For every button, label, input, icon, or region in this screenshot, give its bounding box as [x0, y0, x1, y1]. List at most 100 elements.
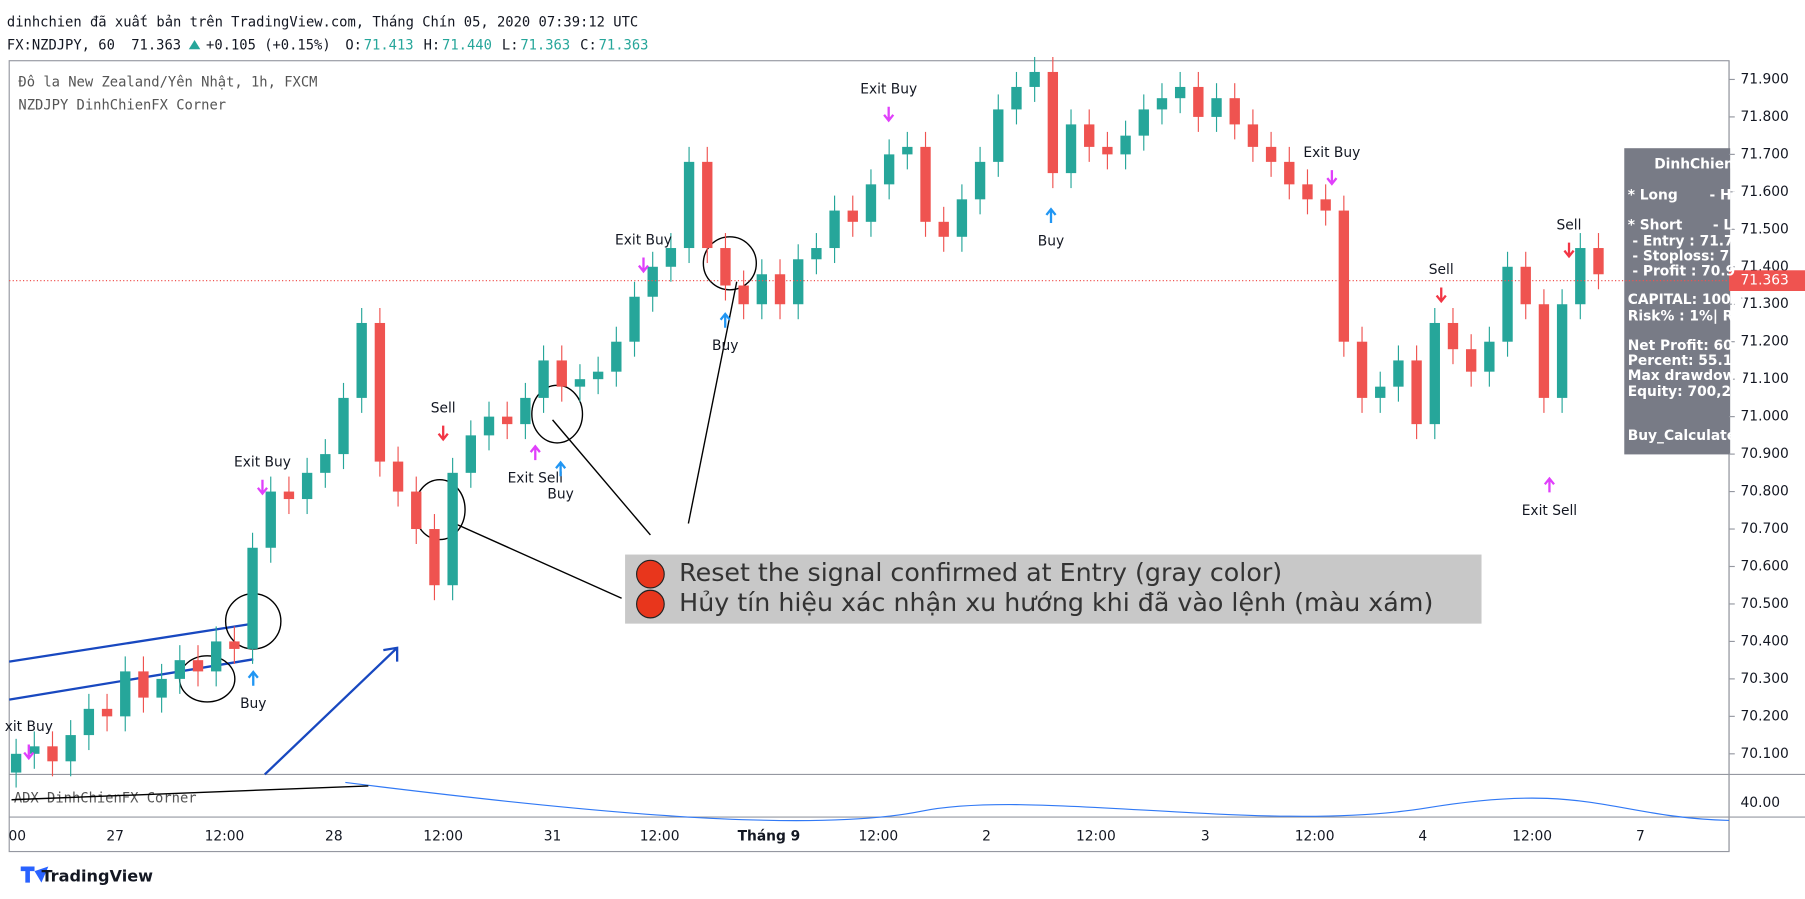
x-tick-label: 12:00 [205, 829, 245, 845]
c-label: C: [580, 38, 597, 54]
candle-body [1029, 71, 1040, 87]
candle-body [592, 371, 604, 380]
candle-body [1447, 322, 1459, 350]
candle-body [1011, 86, 1022, 110]
candle-body [392, 461, 404, 492]
x-tick-label: 12:00 [423, 829, 463, 845]
signal-label: Buy [1038, 233, 1064, 249]
x-tick-label: 12:00 [1512, 829, 1552, 845]
candle-body [1320, 199, 1331, 211]
x-tick-label: 7 [1636, 829, 1645, 845]
candle-body [702, 161, 713, 249]
candle-body [1375, 386, 1386, 398]
info-text: Risk% : 1%| Ris [1628, 308, 1747, 324]
candle-body [1538, 304, 1550, 398]
y-tick-label: 70.500 [1741, 596, 1789, 612]
signal-arrow [529, 444, 541, 461]
candle-body [1138, 109, 1149, 136]
x-tick-label: 2 [982, 829, 991, 845]
info-text: * Long [1628, 187, 1678, 203]
candle-body [101, 708, 113, 717]
x-tick-label: 3 [1201, 829, 1210, 845]
x-tick-label: 4 [1418, 829, 1427, 845]
candle-body [556, 360, 567, 387]
candle-body [283, 491, 295, 500]
y-tick-label: 71.200 [1741, 334, 1789, 350]
signal-arrow [256, 479, 268, 496]
candle-body [1429, 322, 1440, 425]
signal-label: Sell [431, 400, 456, 416]
up-icon [188, 39, 201, 50]
legend-symbol: Đô la New Zealand/Yên Nhật, 1h, FXCM [18, 75, 317, 91]
footer: TradingView [41, 866, 153, 885]
logo [20, 866, 49, 883]
signal-arrow [555, 460, 567, 477]
candle-body [811, 248, 822, 260]
candle-body [574, 379, 586, 387]
y-tick-label: 71.100 [1741, 371, 1789, 387]
candle-body [938, 221, 949, 237]
x-tick-label: 31 [544, 829, 562, 845]
candle-body [483, 416, 495, 436]
y-tick-label: 70.300 [1741, 671, 1789, 687]
candle-body [156, 678, 167, 698]
candle-body [447, 472, 458, 586]
candle-body [829, 210, 840, 249]
candle-body [1556, 304, 1568, 398]
candle-body [320, 454, 331, 473]
signal-label: Exit Buy [1303, 145, 1360, 161]
candle-body [1411, 360, 1422, 425]
note-box [625, 554, 1482, 624]
symbol: FX:NZDJPY, 60 [7, 38, 115, 54]
signal-arrow [23, 744, 35, 761]
y-tick-label: 70.600 [1741, 558, 1789, 574]
h-label: H: [424, 38, 441, 54]
y-tick-label: 71.700 [1741, 146, 1789, 162]
candle-body [756, 274, 768, 305]
candle-body [1502, 266, 1513, 342]
y-tick-label: 70.900 [1741, 446, 1789, 462]
signal-arrow [1543, 476, 1555, 493]
l-label: L: [502, 38, 519, 54]
candle-body [665, 248, 677, 267]
y-tick-label: 70.200 [1741, 708, 1789, 724]
y-tick-label: 70.800 [1741, 484, 1789, 500]
candle-body [120, 671, 131, 717]
o: 71.413 [364, 38, 414, 54]
candle-body [1102, 146, 1113, 155]
signal-label: xit Buy [5, 719, 53, 735]
info-text: - Stoploss: 71. [1632, 248, 1744, 264]
signal-arrow [1045, 207, 1057, 224]
candle-body [956, 199, 968, 237]
candle-body [974, 161, 986, 200]
x-tick-label: 12:00 [1076, 829, 1116, 845]
h: 71.440 [442, 38, 492, 54]
signal-arrow [437, 425, 449, 442]
signal-label: Buy [240, 696, 266, 712]
candle-body [429, 529, 440, 586]
candle-body [247, 547, 258, 649]
candle-body [502, 416, 513, 425]
candle-body [793, 259, 804, 305]
candle-body [338, 397, 349, 455]
candle-body [1156, 98, 1168, 110]
signal-arrow [1563, 242, 1575, 259]
published: dinhchien đã xuất bản trên TradingView.c… [7, 15, 638, 31]
x-tick-label: 12:00 [1295, 829, 1335, 845]
candle-body [1247, 124, 1259, 147]
candle-body [1593, 248, 1604, 275]
candle-body [538, 360, 549, 398]
signal-label: Exit Sell [508, 471, 563, 487]
last-price-label: 71.363 [1741, 273, 1789, 289]
signal-label: Buy [547, 487, 573, 503]
y-tick-label: 70.400 [1741, 633, 1789, 649]
signal-label: Exit Buy [234, 454, 291, 470]
note-vi: Hủy tín hiệu xác nhận xu hướng khi đã và… [679, 587, 1433, 617]
candle-body [1520, 266, 1531, 305]
legend-indicator: NZDJPY DinhChienFX Corner [18, 98, 226, 114]
candle-body [1265, 146, 1277, 162]
note-icon [636, 589, 665, 619]
candle-body [993, 109, 1004, 162]
candle-body [774, 274, 786, 305]
